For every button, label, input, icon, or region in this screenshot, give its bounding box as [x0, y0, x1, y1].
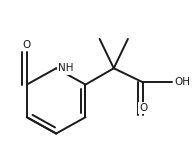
Text: OH: OH [175, 77, 191, 87]
Text: O: O [139, 103, 147, 113]
Text: NH: NH [58, 63, 74, 73]
Text: O: O [23, 40, 31, 50]
